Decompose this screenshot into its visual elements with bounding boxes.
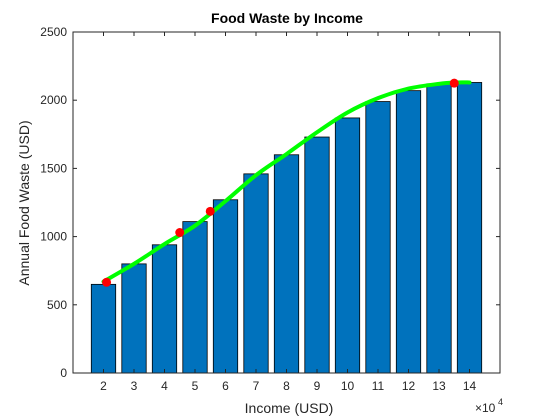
x-tick-label: 7 xyxy=(253,379,260,393)
bars-group xyxy=(90,82,483,374)
x-tick-label: 14 xyxy=(463,379,477,393)
y-tick-label: 1000 xyxy=(40,230,67,244)
x-tick-label: 6 xyxy=(222,379,229,393)
x-tick-label: 3 xyxy=(131,379,138,393)
y-axis: 0 500 1000 1500 2000 2500 xyxy=(40,25,500,380)
y-tick-label: 2500 xyxy=(40,25,67,39)
x-tick-label: 11 xyxy=(372,379,385,393)
x-tick-label: 12 xyxy=(402,379,416,393)
x-tick-label: 5 xyxy=(192,379,199,393)
highlight-point xyxy=(205,206,215,216)
bar-7 xyxy=(243,173,269,374)
bar-11 xyxy=(365,101,391,374)
bar-9 xyxy=(304,136,330,374)
trend-group xyxy=(101,80,472,284)
bar-2 xyxy=(90,283,117,374)
x-multiplier-base: ×10 xyxy=(475,401,496,415)
bar-3 xyxy=(121,263,147,374)
bar-8 xyxy=(273,154,300,374)
y-tick-label: 2000 xyxy=(40,93,67,107)
x-tick-label: 13 xyxy=(432,379,446,393)
highlight-point xyxy=(102,277,112,287)
bar-4 xyxy=(151,244,178,374)
bar-5 xyxy=(182,221,208,374)
y-tick-label: 500 xyxy=(47,298,67,312)
x-tick-label: 10 xyxy=(341,379,355,393)
bar-12 xyxy=(395,90,422,374)
x-axis-label: Income (USD) xyxy=(245,400,334,416)
x-tick-label: 8 xyxy=(283,379,290,393)
y-tick-label: 0 xyxy=(60,366,67,380)
highlight-point xyxy=(449,78,459,88)
bar-10 xyxy=(334,117,361,374)
bar-14 xyxy=(456,82,483,374)
x-tick-label: 2 xyxy=(100,379,107,393)
x-multiplier-exponent: 4 xyxy=(498,397,503,407)
bar-13 xyxy=(426,83,452,374)
x-tick-label: 9 xyxy=(314,379,321,393)
y-axis-label: Annual Food Waste (USD) xyxy=(16,120,32,285)
y-tick-label: 1500 xyxy=(40,161,67,175)
chart-title: Food Waste by Income xyxy=(211,10,363,26)
bar-6 xyxy=(212,199,239,374)
x-tick-label: 4 xyxy=(161,379,168,393)
trend-line xyxy=(101,80,472,284)
markers-group xyxy=(102,78,459,287)
highlight-point xyxy=(175,228,185,238)
x-axis: 2 3 4 5 6 7 8 9 10 11 12 13 14 xyxy=(100,32,476,393)
